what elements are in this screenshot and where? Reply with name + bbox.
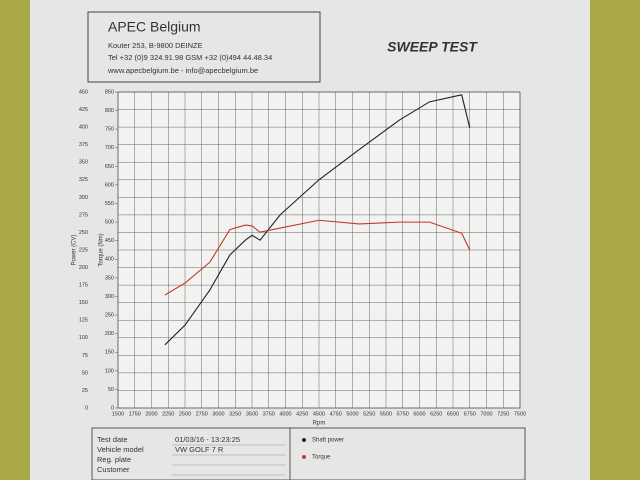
x-tick-label: 3250 <box>229 411 241 417</box>
y-tick-label: 200 <box>79 265 88 271</box>
x-tick-label: 1750 <box>129 411 141 417</box>
x-tick-label: 4500 <box>313 411 325 417</box>
x-tick-label: 6750 <box>464 411 476 417</box>
y2-tick-label: 0 <box>111 405 114 411</box>
row-label: Vehicle model <box>97 445 144 454</box>
x-tick-label: 2000 <box>145 411 157 417</box>
y-tick-label: 375 <box>79 142 88 148</box>
x-tick-label: 2250 <box>162 411 174 417</box>
y2-tick-label: 300 <box>105 294 114 300</box>
series-line <box>164 219 471 296</box>
x-tick-label: 2500 <box>179 411 191 417</box>
y2-tick-label: 200 <box>105 331 114 337</box>
y2-tick-label: 400 <box>105 257 114 263</box>
x-tick-label: 7000 <box>480 411 492 417</box>
y-tick-label: 275 <box>79 212 88 218</box>
phone: Tel +32 (0)9 324.91.98 GSM +32 (0)494 44… <box>108 53 272 62</box>
y-tick-label: 25 <box>82 388 88 394</box>
row-value: VW GOLF 7 R <box>175 445 224 454</box>
chart: 1500 1750 2000 2250 2500 2750 3000 3250 3500 3750… <box>72 89 527 460</box>
x-tick-label: 5250 <box>363 411 375 417</box>
x-tick-label: 4000 <box>279 411 291 417</box>
address: Kouter 253, B-9800 DEINZE <box>108 41 203 50</box>
y2-tick-label: 700 <box>105 145 114 151</box>
y2-tick-label: 800 <box>105 108 114 114</box>
y-tick-label: 400 <box>79 125 88 131</box>
header-box <box>87 11 321 83</box>
x-tick-label: 3750 <box>263 411 275 417</box>
row-label: Reg. plate <box>97 455 131 464</box>
y2-tick-label: 350 <box>105 275 114 281</box>
x-tick-label: 4750 <box>330 411 342 417</box>
company: APEC Belgium <box>108 19 201 35</box>
legend-swatch <box>302 438 306 442</box>
y-tick-label: 350 <box>79 160 88 166</box>
y2-tick-label: 650 <box>105 164 114 170</box>
legend-swatch <box>302 455 306 459</box>
y-tick-label: 225 <box>79 247 88 253</box>
x-tick-label: 3500 <box>246 411 258 417</box>
legend-label: Torque <box>312 455 331 461</box>
y-tick-label: 100 <box>79 335 88 341</box>
y-tick-label: 450 <box>79 89 88 95</box>
y2-tick-label: 450 <box>105 238 114 244</box>
y-tick-label: 175 <box>79 283 88 289</box>
x-tick-label: 5750 <box>397 411 409 417</box>
x-tick-label: 7250 <box>497 411 509 417</box>
y-tick-label: 300 <box>79 195 88 201</box>
y2-tick-label: 150 <box>105 350 114 356</box>
y2-axis-label: Torque (Nm) <box>99 233 105 266</box>
x-tick-label: 6000 <box>413 411 425 417</box>
row-label: Test date <box>97 435 127 444</box>
y2-tick-label: 850 <box>105 89 114 95</box>
x-tick-label: 3000 <box>212 411 224 417</box>
y2-tick-label: 550 <box>105 201 114 207</box>
x-tick-label: 6500 <box>447 411 459 417</box>
x-tick-label: 5000 <box>346 411 358 417</box>
y-tick-label: 125 <box>79 318 88 324</box>
web: www.apecbelgium.be - info@apecbelgium.be <box>107 66 258 75</box>
info-table: Test date 01/03/16 - 13:23:25 Vehicle mode… <box>97 435 285 476</box>
row-value: 01/03/16 - 13:23:25 <box>175 435 240 444</box>
series-line <box>164 94 471 346</box>
y-tick-label: 250 <box>79 230 88 236</box>
x-tick-label: 4250 <box>296 411 308 417</box>
y2-tick-label: 100 <box>105 368 114 374</box>
y-tick-label: 0 <box>85 405 88 411</box>
legend-label: Shaft power <box>312 438 344 444</box>
y-tick-label: 425 <box>79 107 88 113</box>
x-axis-label: Rpm <box>313 421 326 427</box>
y-tick-label: 75 <box>82 353 88 359</box>
row-label: Customer <box>97 465 130 474</box>
y-axis-label: Power (CV) <box>72 234 78 265</box>
x-tick-label: 7500 <box>514 411 526 417</box>
y-tick-label: 150 <box>79 300 88 306</box>
info-box <box>91 427 526 480</box>
x-tick-label: 6250 <box>430 411 442 417</box>
x-tick-label: 2750 <box>196 411 208 417</box>
y2-tick-label: 250 <box>105 313 114 319</box>
x-tick-label: 5500 <box>380 411 392 417</box>
y-tick-label: 325 <box>79 177 88 183</box>
y2-tick-label: 600 <box>105 182 114 188</box>
y2-tick-label: 50 <box>108 387 114 393</box>
y-tick-label: 50 <box>82 370 88 376</box>
test-name: SWEEP TEST <box>387 39 478 55</box>
y2-tick-label: 500 <box>105 220 114 226</box>
y2-tick-label: 750 <box>105 127 114 133</box>
x-tick-label: 1500 <box>112 411 124 417</box>
